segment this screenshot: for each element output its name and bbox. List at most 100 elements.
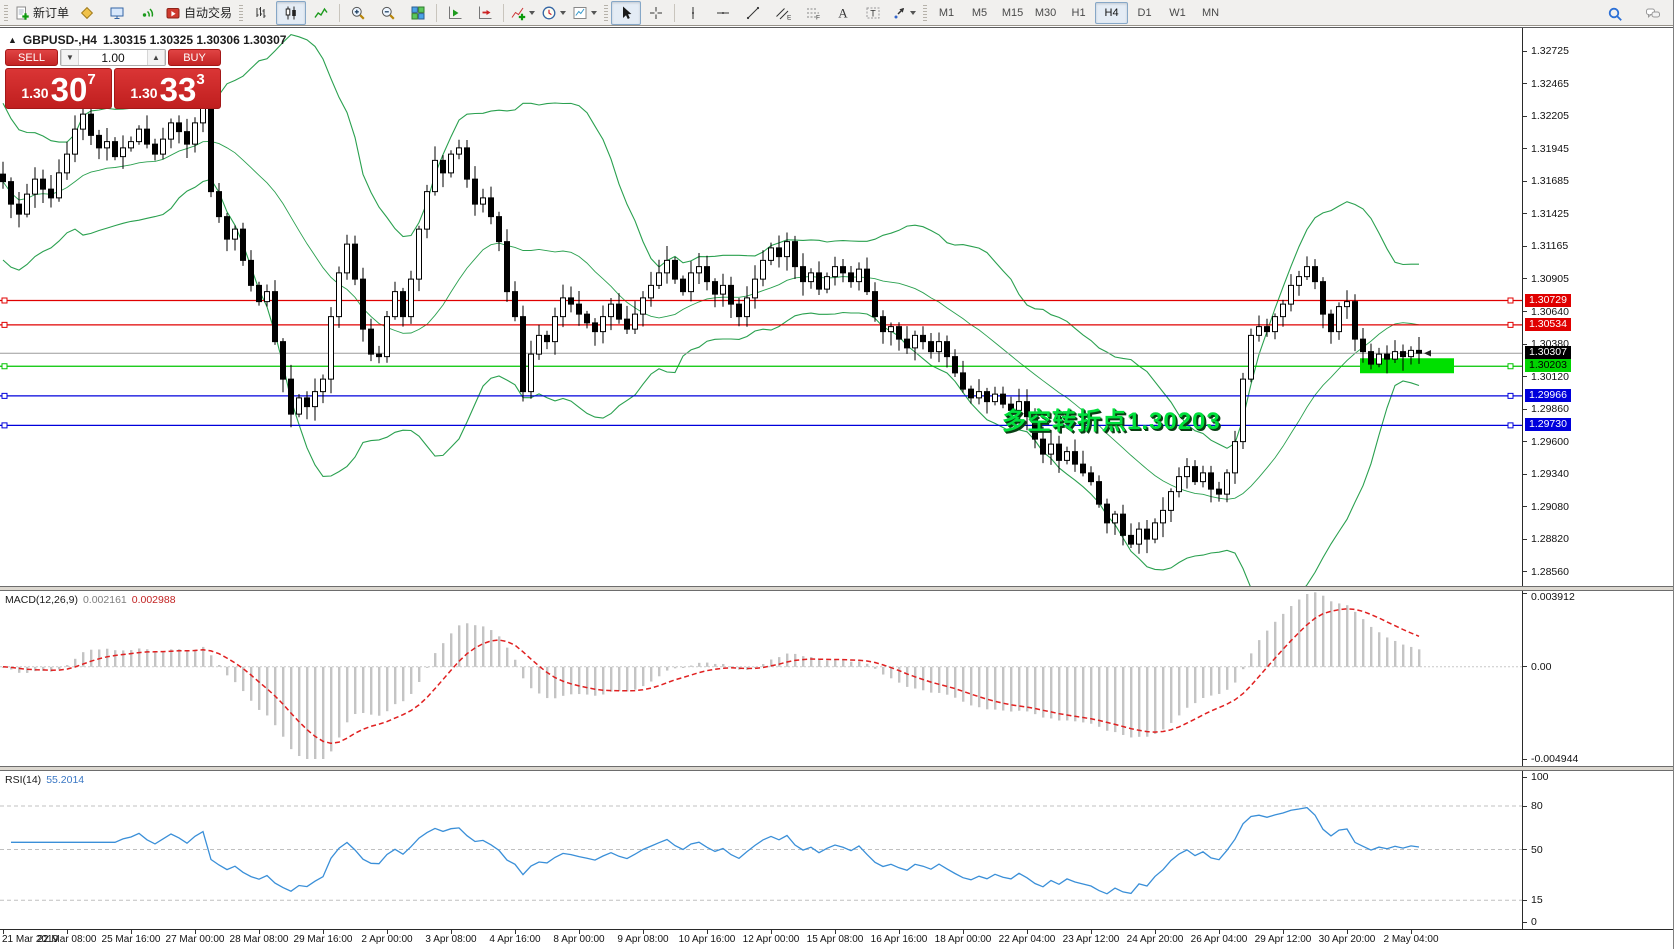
rsi-axis[interactable]: 100 80 50 15 0 xyxy=(1522,771,1673,929)
candle-body xyxy=(992,393,998,403)
line-handle[interactable] xyxy=(1507,363,1514,370)
dropdown-caret-icon[interactable] xyxy=(529,10,536,15)
arrows-button[interactable] xyxy=(888,1,919,25)
sell-price-display[interactable]: 1.30 30 7 xyxy=(5,68,112,109)
collapse-arrow-icon[interactable]: ▲ xyxy=(8,35,17,45)
macd-axis[interactable]: 0.003912 0.00 -0.004944 xyxy=(1522,591,1673,766)
bollinger-upper-band xyxy=(2,33,1419,449)
toolbar-grip[interactable] xyxy=(923,4,928,21)
candle-body xyxy=(72,128,78,155)
horizontal-line-button[interactable] xyxy=(708,1,738,25)
macd-histogram-bar xyxy=(242,666,245,692)
volume-increase-button[interactable]: ▲ xyxy=(147,50,165,65)
templates-button[interactable] xyxy=(569,1,600,25)
search-button[interactable] xyxy=(1600,2,1630,26)
fibonacci-button[interactable]: F xyxy=(798,1,828,25)
candle-body xyxy=(104,141,110,149)
toolbar-grip[interactable] xyxy=(4,4,8,21)
macd-tick-label: 0.00 xyxy=(1531,660,1552,673)
macd-histogram-bar xyxy=(1050,666,1053,719)
timeframe-m1[interactable]: M1 xyxy=(938,6,955,19)
timeframe-d1[interactable]: D1 xyxy=(1137,6,1152,19)
timeframe-h4[interactable]: H4 xyxy=(1095,1,1129,24)
periods-button[interactable] xyxy=(538,1,569,25)
line-handle[interactable] xyxy=(1,321,8,328)
macd-histogram-bar xyxy=(90,649,93,667)
macd-histogram-bar xyxy=(290,666,293,750)
dropdown-caret-icon[interactable] xyxy=(560,10,567,15)
text-button[interactable]: A xyxy=(828,1,858,25)
metaeditor-button[interactable] xyxy=(72,1,102,25)
line-handle[interactable] xyxy=(1507,422,1514,429)
dropdown-caret-icon[interactable] xyxy=(910,10,917,15)
candle-body xyxy=(648,284,654,299)
zoom-out-button[interactable] xyxy=(373,1,403,25)
buy-price-display[interactable]: 1.30 33 3 xyxy=(114,68,221,109)
line-handle[interactable] xyxy=(1,363,8,370)
line-handle[interactable] xyxy=(1507,392,1514,399)
zoom-in-button[interactable] xyxy=(343,1,373,25)
main-chart-panel[interactable]: ▲ GBPUSD-,H4 1.30315 1.30325 1.30306 1.3… xyxy=(0,28,1522,586)
macd-histogram-bar xyxy=(1130,666,1133,738)
chart-annotation-text[interactable]: 多空转折点1.30203 xyxy=(1002,408,1221,435)
candle-body xyxy=(320,378,326,393)
macd-panel[interactable]: MACD(12,26,9) 0.002161 0.002988 xyxy=(0,591,1522,766)
sell-button[interactable]: SELL xyxy=(5,49,58,66)
highlight-rectangle[interactable] xyxy=(1360,358,1454,374)
macd-histogram-bar xyxy=(226,666,229,676)
timeframe-w1[interactable]: W1 xyxy=(1169,6,1186,19)
candle-body xyxy=(1384,353,1390,360)
text-label-button[interactable]: T xyxy=(858,1,888,25)
rsi-tick-label: 0 xyxy=(1531,916,1537,928)
timeframe-m30[interactable]: M30 xyxy=(1034,6,1057,19)
line-handle[interactable] xyxy=(1,422,8,429)
timeframe-m5[interactable]: M5 xyxy=(971,6,988,19)
rsi-panel[interactable]: RSI(14) 55.2014 xyxy=(0,771,1522,929)
price-axis[interactable]: 1.32725 1.32465 1.32205 1.31945 1.31685 1.314… xyxy=(1522,28,1673,586)
line-handle[interactable] xyxy=(1,392,8,399)
trendline-button[interactable] xyxy=(738,1,768,25)
bar-chart-button[interactable] xyxy=(246,1,276,25)
buy-button[interactable]: BUY xyxy=(168,49,221,66)
candle-body xyxy=(88,113,94,136)
indicators-button[interactable] xyxy=(507,1,538,25)
new-order-button[interactable]: 新订单 xyxy=(11,1,72,25)
tile-windows-button[interactable] xyxy=(403,1,433,25)
chart-shift-button[interactable] xyxy=(470,1,500,25)
toolbar-grip[interactable] xyxy=(604,4,609,21)
equidistant-channel-button[interactable]: E xyxy=(768,1,798,25)
volume-decrease-button[interactable]: ▼ xyxy=(61,50,79,65)
panel-splitter[interactable] xyxy=(0,586,1673,591)
cursor-button[interactable] xyxy=(611,0,642,25)
dropdown-caret-icon[interactable] xyxy=(591,10,598,15)
crosshair-button[interactable] xyxy=(641,1,671,25)
autotrading-button[interactable]: 自动交易 xyxy=(162,1,235,25)
macd-histogram-bar xyxy=(162,651,165,667)
line-handle[interactable] xyxy=(1,297,8,304)
candlestick-chart[interactable] xyxy=(0,28,1522,586)
candle-body xyxy=(424,191,430,230)
vertical-line-button[interactable] xyxy=(678,1,708,25)
macd-histogram-bar xyxy=(714,663,717,667)
macd-histogram-bar xyxy=(570,666,573,695)
time-axis[interactable]: 21 Mar 2019 22 Mar 08:00 25 Mar 16:00 27 Ma… xyxy=(0,929,1673,949)
volume-input[interactable]: 1.00 xyxy=(79,50,147,65)
line-chart-button[interactable] xyxy=(306,1,336,25)
auto-scroll-button[interactable] xyxy=(440,1,470,25)
time-tick xyxy=(1219,930,1220,934)
candle-body xyxy=(496,216,502,243)
terminal-button[interactable] xyxy=(102,1,132,25)
candlestick-chart-button[interactable] xyxy=(276,0,307,25)
price-tag: 1.29966 xyxy=(1525,388,1571,402)
signals-button[interactable] xyxy=(132,1,162,25)
chat-button[interactable] xyxy=(1638,2,1668,26)
timeframe-m15[interactable]: M15 xyxy=(1001,6,1024,19)
panel-splitter[interactable] xyxy=(0,766,1673,771)
rsi-chart[interactable] xyxy=(0,771,1522,929)
line-handle[interactable] xyxy=(1507,321,1514,328)
toolbar-grip[interactable] xyxy=(239,4,244,21)
timeframe-mn[interactable]: MN xyxy=(1201,6,1220,19)
timeframe-h1[interactable]: H1 xyxy=(1071,6,1086,19)
line-handle[interactable] xyxy=(1507,297,1514,304)
macd-chart[interactable] xyxy=(0,591,1522,766)
